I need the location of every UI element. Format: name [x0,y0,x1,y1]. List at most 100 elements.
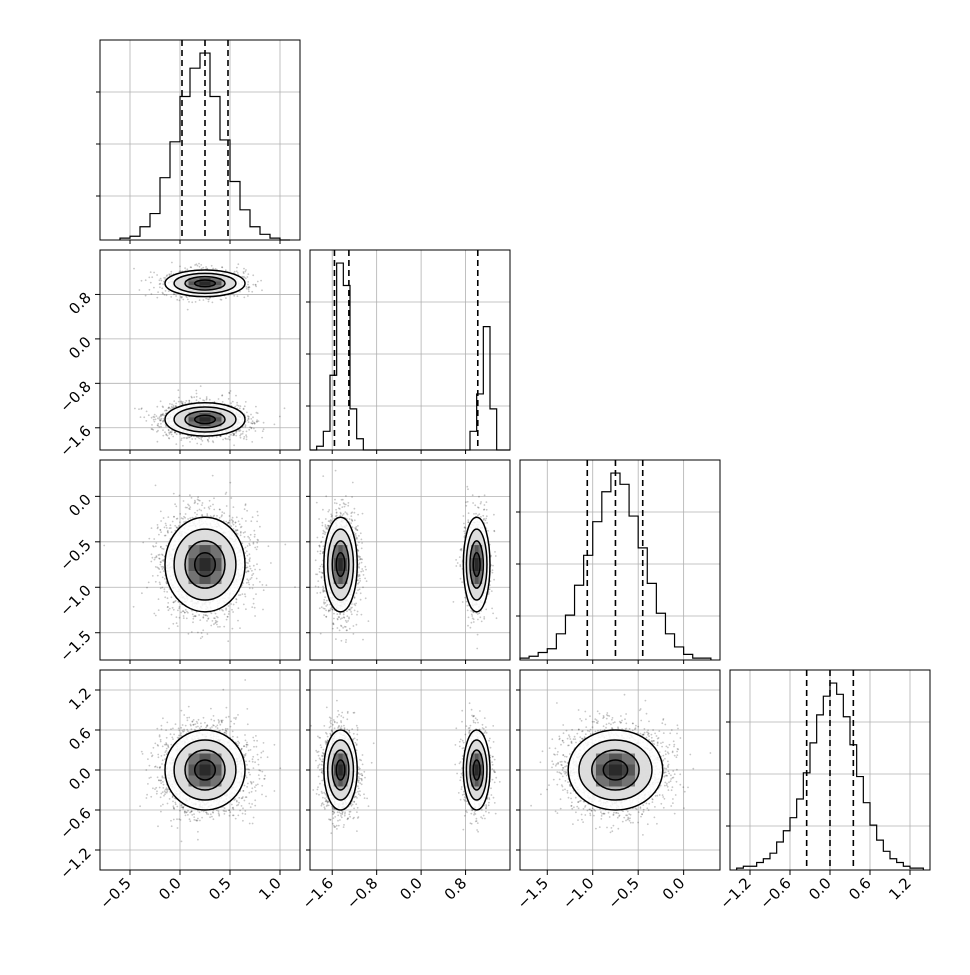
scatter-point [244,536,246,538]
scatter-point [179,521,181,523]
scatter-point [168,429,170,431]
scatter-point [167,602,169,604]
scatter-point [239,408,241,410]
scatter-point [253,422,255,424]
scatter-point [159,554,161,556]
scatter-point [185,609,187,611]
scatter-point [212,441,214,443]
scatter-point [198,614,200,616]
scatter-point [157,291,159,293]
histogram-panel-2 [516,460,720,660]
scatter-point [232,401,234,403]
scatter-point [233,604,235,606]
scatter-point [219,517,221,519]
scatter-point [246,439,248,441]
scatter-point [254,569,256,571]
scatter-point [200,264,202,266]
scatter-point [163,517,165,519]
scatter-point [245,424,247,426]
scatter-point [164,588,166,590]
scatter-point [188,505,190,507]
scatter-point [224,613,226,615]
scatter-point [207,633,209,635]
scatter-point [184,267,186,269]
scatter-point [193,396,195,398]
scatter-point [155,545,157,547]
scatter-point [191,517,193,519]
scatter-point [170,524,172,526]
scatter-point [175,403,177,405]
scatter-point [240,437,242,439]
scatter-point [205,298,207,300]
scatter-point [172,623,174,625]
scatter-point [233,524,235,526]
scatter-point [191,631,193,633]
scatter-point [221,299,223,301]
scatter-point [248,582,250,584]
scatter-point [236,267,238,269]
scatter-point [251,577,253,579]
scatter-point [200,439,202,441]
scatter-point [230,525,232,527]
scatter-point [222,401,224,403]
scatter-point [196,514,198,516]
scatter-point [179,617,181,619]
scatter-point [160,426,162,428]
scatter-point [195,301,197,303]
scatter-point [150,561,152,563]
scatter-point [207,298,209,300]
scatter-point [249,557,251,559]
scatter-point [160,520,162,522]
scatter-point [183,521,185,523]
scatter-point [173,293,175,295]
scatter-point [248,584,250,586]
scatter-point [254,547,256,549]
scatter-point [161,287,163,289]
scatter-point [294,586,296,588]
scatter-point [247,284,249,286]
scatter-point [217,626,219,628]
scatter-point [162,292,164,294]
scatter-point [163,277,165,279]
scatter-point [176,518,178,520]
scatter-point [251,441,253,443]
scatter-point [257,539,259,541]
scatter-point [248,291,250,293]
scatter-point [178,397,180,399]
scatter-point [256,521,258,523]
scatter-point [160,531,162,533]
scatter-point [187,299,189,301]
scatter-point [153,546,155,548]
scatter-point [242,433,244,435]
scatter-point [140,416,142,418]
scatter-point [197,503,199,505]
scatter-point [168,407,170,409]
scatter-point [173,516,175,518]
scatter-point [246,510,248,512]
scatter-point [250,520,252,522]
scatter-point [245,504,247,506]
scatter-point [176,616,178,618]
scatter-point [248,416,250,418]
scatter-point [230,603,232,605]
scatter-point [174,525,176,527]
scatter-point [176,433,178,435]
scatter-point [235,598,237,600]
scatter-point [248,429,250,431]
scatter-point [178,525,180,527]
scatter-point [247,287,249,289]
scatter-point [249,553,251,555]
scatter-point [196,393,198,395]
scatter-point [176,622,178,624]
scatter-point [231,609,233,611]
scatter-point [199,299,201,301]
scatter-point [240,430,242,432]
scatter-point [235,602,237,604]
scatter-point [225,521,227,523]
scatter-point [183,610,185,612]
scatter-point [171,431,173,433]
scatter-point [247,545,249,547]
scatter-point [151,553,153,555]
scatter-point [249,587,251,589]
scatter-point [211,265,213,267]
